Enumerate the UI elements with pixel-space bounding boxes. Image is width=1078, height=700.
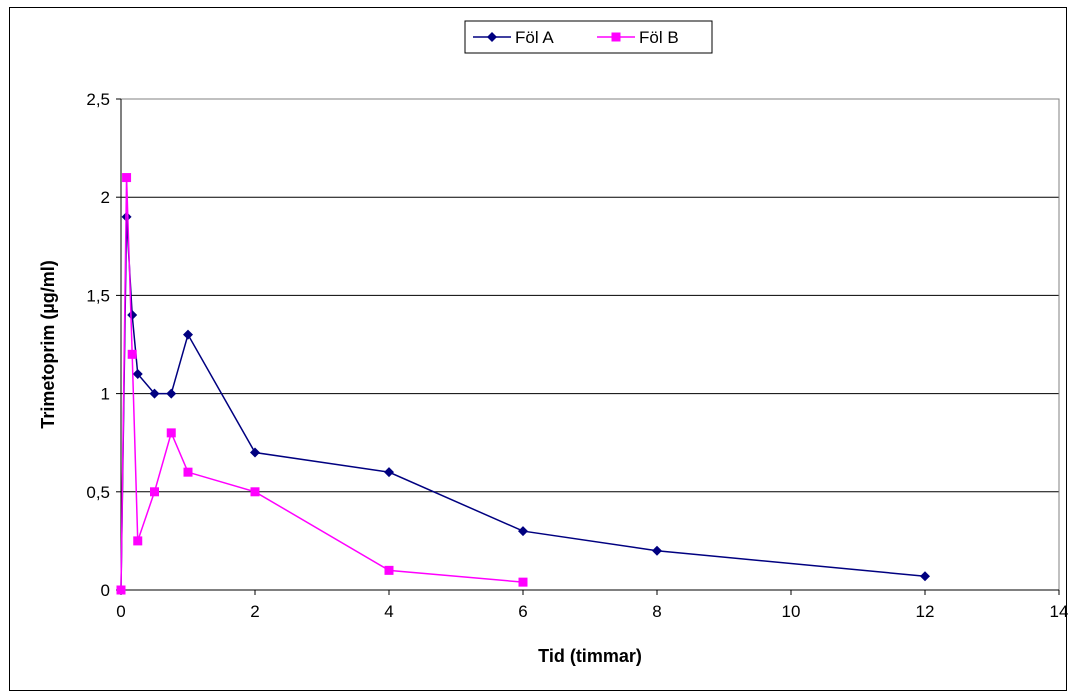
data-point-square bbox=[127, 349, 137, 359]
data-point-diamond bbox=[250, 447, 260, 458]
data-point-diamond bbox=[487, 32, 497, 42]
chart: 0 0,5 1 1,5 2 2,5 0 2 4 6 8 10 12 14 Föl A Föl B Tid (… bbox=[38, 20, 1068, 666]
legend: Föl A Föl B bbox=[464, 20, 713, 54]
data-point-square bbox=[611, 32, 621, 42]
y-tick-label: 0,5 bbox=[86, 483, 110, 502]
x-tick-label: 2 bbox=[250, 602, 259, 621]
data-point-diamond bbox=[166, 388, 177, 399]
series-fol-a bbox=[116, 211, 930, 595]
y-axis-title: Trimetoprim (µg/ml) bbox=[38, 260, 58, 428]
data-point-diamond bbox=[384, 467, 394, 478]
data-point-square bbox=[518, 577, 528, 587]
data-point-square bbox=[116, 585, 126, 595]
data-point-square bbox=[384, 565, 394, 575]
x-tick-label: 8 bbox=[652, 602, 661, 621]
data-point-diamond bbox=[132, 368, 143, 379]
x-tick-label: 10 bbox=[782, 602, 801, 621]
data-point-square bbox=[183, 467, 193, 477]
data-point-diamond bbox=[183, 329, 193, 340]
series-line bbox=[120, 177, 524, 591]
x-tick-label: 12 bbox=[916, 602, 935, 621]
x-tick-label: 0 bbox=[116, 602, 125, 621]
legend-label: Föl A bbox=[515, 28, 554, 47]
data-point-diamond bbox=[149, 388, 160, 399]
x-tick-label: 14 bbox=[1050, 602, 1068, 621]
series-layer bbox=[116, 173, 930, 595]
chart-frame: 0 0,5 1 1,5 2 2,5 0 2 4 6 8 10 12 14 Föl A Föl B Tid (… bbox=[9, 7, 1068, 691]
axes: 0 0,5 1 1,5 2 2,5 0 2 4 6 8 10 12 14 bbox=[86, 90, 1068, 621]
plot-area bbox=[120, 98, 1060, 591]
x-tick-label: 6 bbox=[518, 602, 527, 621]
x-tick-label: 4 bbox=[384, 602, 393, 621]
grid-lines bbox=[121, 196, 1059, 493]
series-line bbox=[120, 216, 926, 591]
y-tick-label: 1 bbox=[101, 385, 110, 404]
x-axis-title: Tid (timmar) bbox=[538, 646, 642, 666]
data-point-diamond bbox=[920, 571, 930, 582]
data-point-square bbox=[133, 536, 143, 546]
y-tick-label: 0 bbox=[101, 581, 110, 600]
data-point-square bbox=[166, 428, 176, 438]
y-tick-label: 1,5 bbox=[86, 286, 110, 305]
data-point-diamond bbox=[127, 310, 138, 321]
data-point-square bbox=[150, 487, 159, 497]
data-point-square bbox=[122, 173, 132, 183]
data-point-square bbox=[250, 487, 260, 497]
legend-label: Föl B bbox=[639, 28, 679, 47]
y-tick-label: 2,5 bbox=[86, 90, 110, 109]
series-fol-b bbox=[116, 173, 528, 595]
data-point-diamond bbox=[652, 545, 662, 556]
data-point-diamond bbox=[518, 526, 528, 537]
y-tick-label: 2 bbox=[101, 188, 110, 207]
